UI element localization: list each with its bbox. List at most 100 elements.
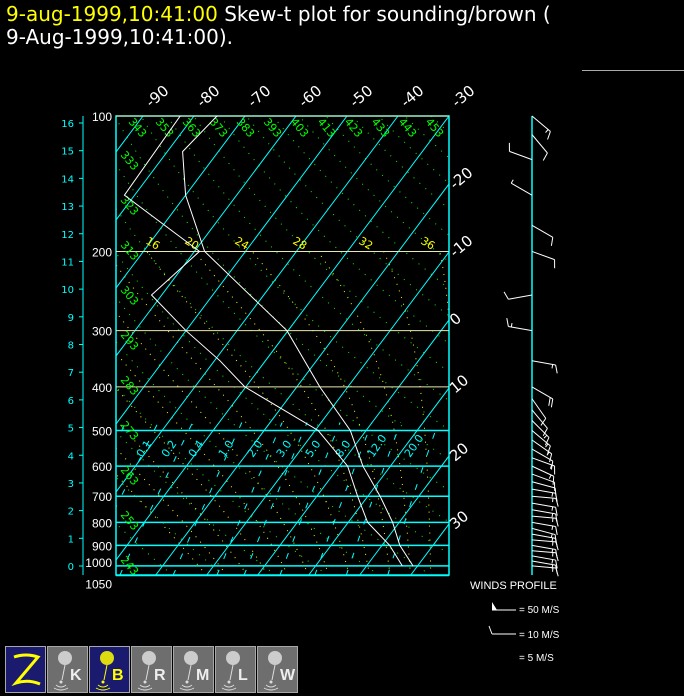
wind-barb-halfbarb: [551, 513, 554, 518]
moist-adiabat-label: 24: [233, 234, 252, 252]
isotherm: [513, 116, 684, 575]
legend-barb-barb: [488, 625, 493, 635]
dry-adiabat: [140, 116, 449, 431]
wind-barb-halfbarb: [543, 434, 548, 439]
moist-adiabat-label: 16: [144, 234, 163, 252]
mixing-ratio-line: [243, 422, 308, 575]
mixing-ratio-line: [387, 422, 439, 575]
wind-barb-barb: [555, 559, 558, 569]
wind-barb: [531, 457, 555, 467]
wind-barb: [508, 294, 533, 300]
isotherm-label: 10: [446, 371, 472, 397]
moist-adiabat: [317, 251, 411, 575]
dry-adiabat: [116, 476, 225, 575]
wind-barb-halfbarb: [545, 129, 549, 133]
dry-adiabat-label: 403: [288, 116, 311, 140]
height-label: 7: [68, 368, 74, 379]
pressure-label: 100: [92, 110, 112, 124]
button-letter: R: [154, 667, 166, 684]
button-letter: L: [238, 667, 248, 684]
wind-barb-barb: [503, 291, 509, 300]
height-label: 0: [68, 562, 74, 573]
wind-barb-barb: [547, 445, 551, 455]
dry-adiabat-label: 363: [180, 116, 203, 140]
mixing-ratio-line: [172, 422, 243, 575]
toolbar-button-r[interactable]: R: [131, 646, 172, 693]
dry-adiabat-label: 303: [118, 284, 141, 308]
wind-barb-halfbarb: [550, 533, 553, 538]
toolbar-button-m[interactable]: M: [173, 646, 214, 693]
toolbar-button-l[interactable]: L: [215, 646, 256, 693]
moist-adiabat: [383, 251, 432, 575]
temperature-trace: [182, 116, 414, 567]
moist-adiabat: [251, 251, 391, 575]
wind-barb: [531, 515, 556, 519]
balloon-icon: [221, 651, 240, 691]
wind-barb: [531, 420, 550, 438]
dry-adiabat-label: 453: [423, 116, 446, 140]
pressure-label: 800: [92, 516, 112, 530]
button-letter: M: [196, 667, 210, 684]
legend-title: WINDS PROFILE: [470, 580, 557, 592]
dry-adiabat-label: 343: [126, 116, 149, 140]
dry-adiabat-label: 323: [118, 194, 141, 218]
mixing-ratio-label: 12.0: [365, 432, 390, 460]
isotherm-label: -90: [142, 82, 172, 112]
dry-adiabat-label: 333: [118, 149, 141, 173]
balloon-icon: [179, 651, 198, 691]
divider: [582, 70, 684, 71]
toolbar-button-k[interactable]: K: [47, 646, 88, 693]
pressure-label: 1000: [85, 556, 112, 570]
wind-barb: [531, 386, 554, 400]
toolbar-button-b[interactable]: B: [89, 646, 130, 693]
mixing-ratio-line: [119, 422, 194, 575]
isotherm-label: -20: [446, 164, 476, 194]
height-label: 11: [61, 257, 74, 268]
title-datetime: 9-aug-1999,10:41:00: [6, 2, 218, 26]
height-label: 16: [61, 119, 74, 130]
pressure-label: 1050: [85, 577, 112, 591]
moist-adiabat: [194, 251, 371, 575]
mixing-ratio-line: [279, 422, 341, 575]
dry-adiabat: [116, 522, 173, 575]
wind-barb: [531, 360, 556, 366]
moist-adiabat: [116, 387, 268, 575]
wind-barb: [531, 224, 554, 238]
toolbar-button-w[interactable]: W: [257, 646, 298, 693]
mixing-ratio-label: 3.0: [274, 438, 295, 460]
wind-barb: [531, 250, 555, 261]
wind-barb: [531, 430, 551, 447]
title-text: Skew-t plot for sounding/brown (: [217, 2, 551, 26]
mixing-ratio-label: 8.0: [333, 438, 354, 460]
dry-adiabat: [0, 116, 69, 576]
isotherm-label: -80: [193, 82, 223, 112]
moist-adiabat-label: 36: [419, 234, 438, 252]
wind-barb-barb: [550, 237, 554, 246]
wind-barb-barb: [555, 526, 558, 535]
isotherm: [308, 387, 449, 575]
skewt-plot: 1002003004005006007008009001000105001234…: [0, 82, 684, 635]
wind-barb-barb: [552, 476, 555, 485]
isotherm: [155, 183, 449, 575]
height-label: 3: [68, 479, 74, 490]
dewpoint-trace: [123, 116, 403, 567]
isotherm-label: 20: [446, 439, 472, 465]
height-label: 4: [68, 451, 74, 462]
isotherm: [206, 251, 449, 575]
dry-adiabat-label: 353: [153, 116, 176, 140]
wind-barb-halfbarb: [551, 537, 554, 542]
wind-barb: [531, 527, 556, 536]
height-label: 8: [68, 341, 74, 352]
wind-barb: [531, 481, 556, 489]
wind-barb-barb: [542, 152, 548, 161]
mixing-ratio-label: 0.1: [134, 438, 155, 460]
wind-barb: [531, 398, 547, 419]
wind-barb: [510, 182, 533, 196]
toolbar-button-z[interactable]: [5, 646, 46, 693]
wind-barb-barb: [555, 507, 558, 516]
plot-frame: [115, 115, 450, 576]
dry-adiabat-label: 433: [369, 116, 392, 140]
wind-barb: [508, 326, 533, 332]
dry-adiabat-label: 373: [207, 116, 230, 140]
